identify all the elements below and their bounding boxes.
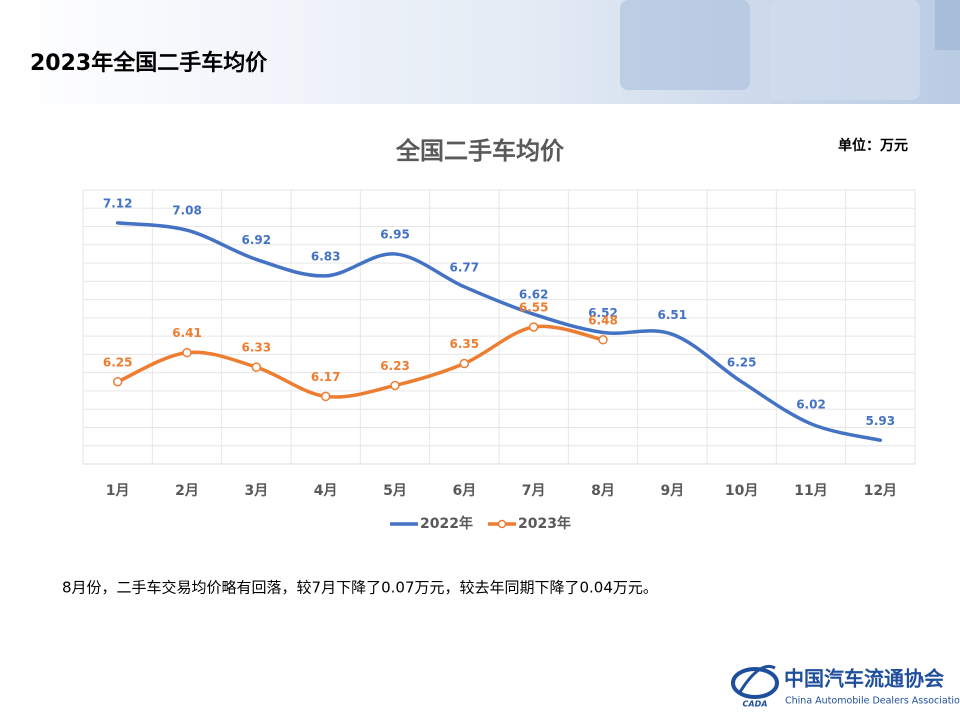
x-tick-label: 4月 [314,483,338,499]
x-tick-label: 1月 [106,483,130,499]
data-label: 6.83 [311,249,341,263]
data-label: 6.23 [380,359,410,373]
data-point [459,358,470,369]
data-point [182,347,192,358]
data-label: 7.12 [103,196,133,210]
x-tick-label: 10月 [725,483,758,499]
header-decoration [935,0,960,50]
header-decoration [770,0,920,100]
data-label: 6.25 [727,355,757,369]
legend-marker [497,519,507,529]
data-label: 6.41 [172,326,202,340]
logo-mark [731,667,779,699]
series-line [115,324,605,399]
page-title: 2023年全国二手车均价 [30,50,268,76]
x-tick-label: 8月 [591,483,615,499]
chart-title: 全国二手车均价 [395,137,565,165]
x-tick-label: 7月 [522,483,546,499]
data-label: 6.51 [658,308,688,322]
org-name: 中国汽车流通协会 [784,667,944,691]
legend-label: 2023年 [518,515,571,532]
data-label: 6.95 [380,227,410,241]
logo-text: CADA [743,700,768,709]
x-tick-label: 11月 [794,483,827,499]
data-label: 6.62 [519,288,549,302]
data-label: 6.92 [242,233,272,247]
logo: CADA 中国汽车流通协会 China Automobile Dealers A… [731,665,960,709]
data-label: 7.08 [172,204,202,218]
org-name-en: China Automobile Dealers Association [785,696,960,707]
data-point [390,380,400,391]
logo-mark [738,665,776,693]
plot-area: 1月 2月 3月 4月 5月 6月 7月 8月 9月 10月 11月 12月 7.12 7.08 6.92 6… [82,189,916,532]
data-point [251,362,262,372]
data-point [528,322,539,332]
data-label: 6.33 [242,341,272,355]
x-tick-label: 6月 [452,483,476,499]
legend-label: 2022年 [420,515,473,532]
data-label: 6.48 [588,313,618,327]
header-decoration [620,0,750,90]
data-label: 6.55 [519,301,549,315]
x-tick-label: 12月 [864,483,897,499]
data-label: 6.52 [588,306,618,320]
data-point [320,391,331,402]
x-tick-label: 5月 [383,483,407,499]
x-tick-label: 3月 [244,483,268,499]
data-label: 6.02 [796,397,826,411]
data-label: 5.93 [866,414,896,428]
unit-label: 单位：万元 [838,137,908,154]
note: 8月份，二手车交易均价略有回落，较7月下降了0.07万元，较去年同期下降了0.0… [62,579,658,597]
data-label: 6.35 [450,337,480,351]
x-tick-label: 9月 [660,483,684,499]
data-label: 6.17 [311,370,341,384]
data-point [598,335,608,345]
data-label: 6.25 [103,355,133,369]
data-label: 6.77 [450,260,480,274]
x-tick-label: 2月 [175,483,199,499]
series-line [115,221,883,443]
data-point [112,377,123,387]
